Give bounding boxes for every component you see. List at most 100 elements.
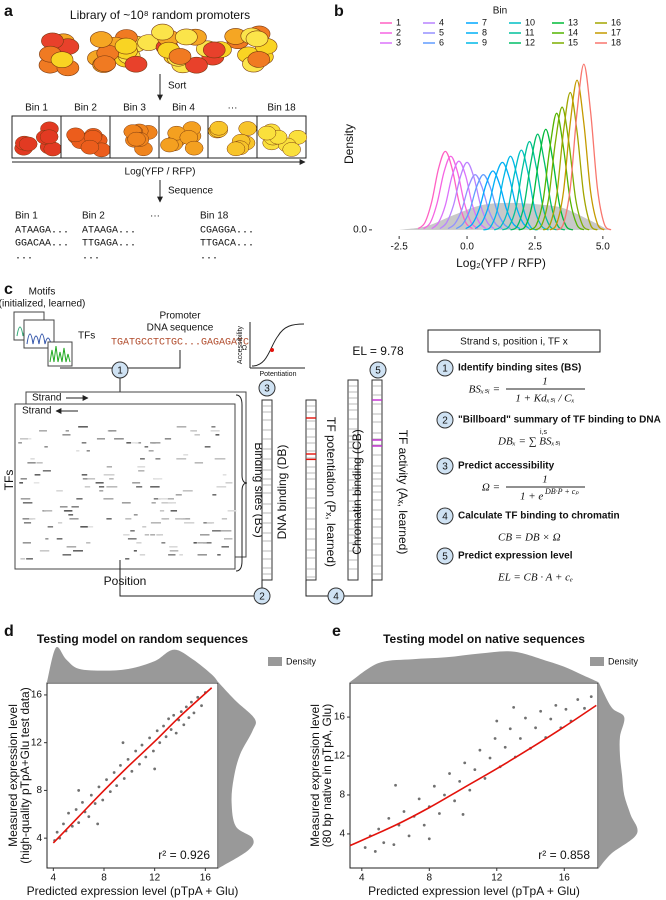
cell — [282, 142, 301, 157]
heatmap-cell — [167, 502, 177, 504]
heatmap-cell — [217, 554, 221, 556]
connector — [60, 350, 181, 392]
plot-frame — [46, 682, 219, 869]
legend-label: 1 — [396, 17, 401, 27]
cell — [50, 51, 74, 68]
promoter-label: Promoter — [159, 311, 201, 322]
heatmap-cell — [150, 534, 156, 536]
heatmap-cell — [22, 518, 33, 520]
step-circle — [436, 457, 454, 475]
heatmap-cell — [182, 490, 193, 492]
heatmap-cell — [98, 486, 105, 488]
inset-y-label: Accessibility — [237, 325, 244, 364]
heatmap-cell — [137, 466, 146, 468]
point — [508, 727, 512, 731]
y-tick-label: 8 — [36, 785, 42, 796]
heatmap-cell — [22, 542, 31, 544]
heatmap-cell — [127, 538, 137, 540]
cell — [127, 131, 146, 147]
legend-label: 3 — [396, 37, 401, 47]
point — [589, 695, 593, 699]
heatmap-cell — [56, 538, 63, 540]
heatmap-cell — [169, 546, 178, 548]
heatmap-cell — [176, 458, 187, 460]
step-title: Identify binding sites (BS) — [458, 363, 581, 374]
point — [152, 749, 155, 753]
promoter-label: DNA sequence — [147, 323, 214, 334]
heatmap-cell — [114, 438, 124, 440]
heatmap-cell — [136, 486, 143, 488]
heatmap-cell — [212, 530, 222, 532]
p-label: TF potentiation (Pₓ, learned) — [324, 417, 338, 567]
heatmap-cell — [194, 462, 204, 464]
heatmap-front — [14, 403, 236, 570]
step-title: Calculate TF binding to chromatin — [458, 511, 620, 522]
y-tick-label: 12 — [334, 751, 346, 762]
cell — [238, 121, 257, 136]
annotation: r² = 0.858 — [538, 848, 590, 862]
heatmap-cell — [139, 554, 146, 556]
heatmap-cell — [44, 446, 48, 448]
heatmap-cell — [103, 498, 114, 500]
point — [122, 777, 126, 780]
heatmap-cell — [80, 526, 88, 528]
point — [427, 837, 431, 841]
point — [182, 723, 186, 727]
legend-label: 7 — [482, 17, 487, 27]
equation: EL = CB · A + cₑ — [497, 572, 573, 584]
point — [115, 784, 119, 788]
step-title: Predict expression level — [458, 551, 573, 562]
point — [539, 709, 543, 713]
chart-title: Testing model on native sequences — [383, 632, 585, 646]
point — [138, 762, 141, 766]
legend-title: Bin — [493, 6, 507, 17]
density-curve — [483, 155, 538, 231]
heatmap-cell — [223, 538, 233, 540]
y-axis-label: (80 bp native in pTpA, Glu) — [320, 704, 334, 847]
point — [112, 771, 116, 774]
heatmap-cell — [197, 554, 207, 556]
sequence-read: ... — [82, 252, 100, 263]
cell — [151, 23, 174, 41]
equation-denominator: 1 + e — [520, 491, 543, 503]
heatmap-cell — [18, 442, 22, 444]
point — [148, 736, 152, 740]
density-curve — [439, 161, 495, 230]
panel-label: c — [4, 281, 13, 298]
point — [495, 719, 499, 723]
density-curve — [431, 160, 487, 230]
heatmap-cell — [161, 502, 173, 504]
strand-label: Strand — [22, 406, 51, 417]
bin-label: Bin 1 — [25, 103, 48, 114]
point — [108, 790, 112, 794]
density-curve — [510, 133, 566, 231]
heatmap-cell — [20, 478, 27, 480]
heatmap-cell — [106, 486, 118, 488]
heatmap-cell — [130, 530, 135, 532]
heatmap-cell — [150, 486, 160, 488]
model-column — [371, 379, 383, 581]
y-tick-label: 8 — [339, 790, 345, 801]
sequence-bin: Bin 1 — [15, 211, 38, 222]
heatmap-cell — [215, 434, 220, 436]
y-tick-label: 4 — [339, 829, 345, 840]
point — [172, 713, 176, 717]
cell — [226, 141, 246, 157]
x-tick-label: 16 — [559, 873, 571, 884]
heatmap-cell — [150, 522, 161, 524]
bin-label: Bin 2 — [74, 103, 97, 114]
heatmap-cell — [82, 526, 94, 528]
x-tick-label: -2.5 — [391, 242, 409, 253]
point — [524, 716, 527, 720]
heatmap-cell — [133, 514, 138, 516]
legend-label: 18 — [611, 37, 621, 47]
point — [432, 784, 436, 788]
plot-frame — [349, 682, 599, 869]
heatmap-cell — [156, 534, 164, 536]
heatmap-cell — [68, 514, 74, 516]
motifs-label: (initialized, learned) — [0, 299, 85, 310]
heatmap-cell — [56, 490, 63, 492]
step-number: 4 — [333, 592, 339, 603]
y-axis-label: (high-quality pTpA+Glu test data) — [18, 687, 32, 863]
heatmap-cell — [138, 470, 145, 472]
